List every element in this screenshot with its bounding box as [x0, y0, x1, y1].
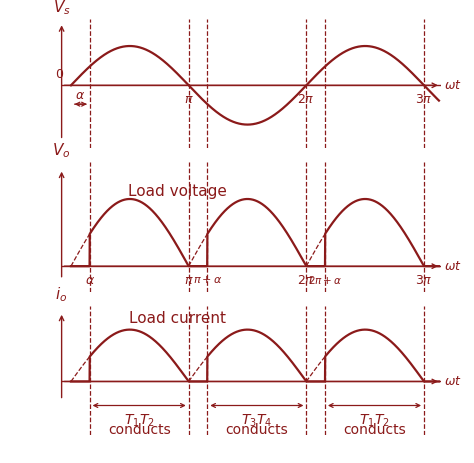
Text: $\omega t$: $\omega t$	[444, 375, 462, 388]
Text: $T_3T_4$: $T_3T_4$	[241, 413, 273, 430]
Text: Load voltage: Load voltage	[128, 184, 227, 199]
Text: conducts: conducts	[343, 423, 406, 437]
Text: $V_o$: $V_o$	[53, 141, 71, 160]
Text: $\omega t$: $\omega t$	[444, 260, 462, 273]
Text: $3\pi$: $3\pi$	[415, 274, 433, 287]
Text: 0: 0	[55, 68, 64, 81]
Text: $\omega t$: $\omega t$	[444, 79, 462, 92]
Text: $3\pi$: $3\pi$	[415, 93, 433, 106]
Text: conducts: conducts	[108, 423, 171, 437]
Text: $T_1T_2$: $T_1T_2$	[124, 413, 155, 430]
Text: $\pi$: $\pi$	[184, 93, 193, 106]
Text: $\alpha$: $\alpha$	[85, 274, 95, 287]
Text: $2\pi$: $2\pi$	[298, 93, 315, 106]
Text: Load current: Load current	[129, 311, 226, 326]
Text: $2\pi$: $2\pi$	[298, 274, 315, 287]
Text: $\pi+\alpha$: $\pi+\alpha$	[192, 274, 222, 285]
Text: $i_o$: $i_o$	[55, 285, 68, 304]
Text: conducts: conducts	[226, 423, 288, 437]
Text: $T_1T_2$: $T_1T_2$	[359, 413, 390, 430]
Text: $2\pi+\alpha$: $2\pi+\alpha$	[308, 274, 342, 286]
Text: $V_s$: $V_s$	[53, 0, 71, 17]
Text: $\pi$: $\pi$	[184, 274, 193, 287]
Text: $\alpha$: $\alpha$	[75, 89, 85, 102]
